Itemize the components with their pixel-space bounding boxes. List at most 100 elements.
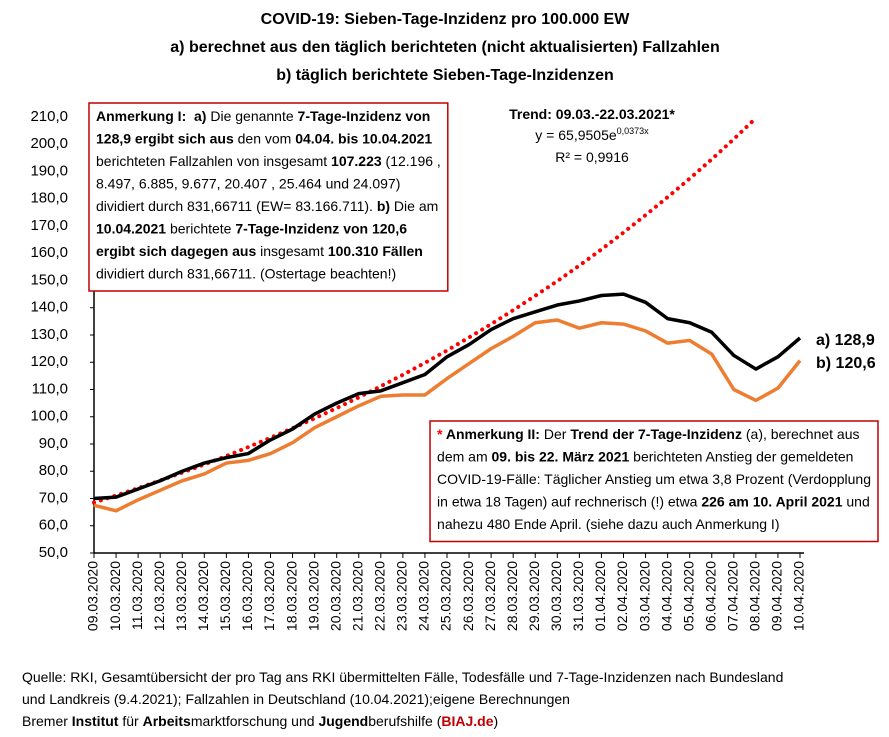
y-tick-label: 50,0 [39, 544, 68, 561]
x-tick-label: 26.03.2020 [460, 561, 476, 631]
text-run: 10.04.2021 [96, 221, 166, 237]
equation-exponent: 0,0373x [617, 126, 650, 136]
text-run: (12.196 , [382, 153, 441, 169]
y-tick-label: 100,0 [30, 408, 68, 425]
trend-equation: y = 65,9505e0,0373x [535, 126, 649, 143]
series-line [92, 116, 758, 505]
x-tick-label: 20.03.2020 [327, 561, 343, 631]
text-run: in etwa 18 Tagen) auf rechnerisch (!) et… [437, 494, 701, 510]
x-tick-label: 15.03.2020 [217, 561, 233, 631]
x-tick-label: 01.04.2020 [592, 561, 608, 631]
x-tick-label: 03.04.2020 [636, 561, 652, 631]
text-run: ) [494, 713, 499, 729]
text-run: berichteten Fallzahlen von insgesamt [96, 153, 331, 169]
text-run: für [118, 713, 142, 729]
text-run: 04.04. bis 10.04.2021 [295, 131, 432, 147]
annotation-text: 128,9 ergibt sich aus den vom 04.04. bis… [96, 131, 432, 147]
text-run: insgesamt [256, 243, 328, 259]
value-label: a) 128,9 [816, 332, 875, 349]
text-run: Die genannte [206, 108, 297, 124]
annotation-text: 8.497, 6.885, 9.677, 20.407 , 25.464 und… [96, 176, 400, 192]
text-run: b) [377, 198, 390, 214]
y-tick-label: 180,0 [30, 190, 68, 207]
x-tick-label: 25.03.2020 [438, 561, 454, 631]
annotation-box [88, 102, 449, 292]
x-tick-label: 11.03.2020 [129, 561, 145, 630]
x-tick-label: 09.04.2020 [769, 561, 785, 631]
text-run: 7-Tage-Inzidenz von 120,6 [235, 221, 407, 237]
series-line [93, 318, 802, 513]
x-tick-label: 18.03.2020 [283, 561, 299, 631]
text-run: Arbeits [143, 713, 191, 729]
text-run: berichteten Anstieg der gemeldeten [629, 449, 853, 465]
text-run: Der [540, 426, 570, 442]
y-tick-label: 90,0 [39, 435, 68, 452]
x-tick-label: 27.03.2020 [482, 561, 498, 631]
text-run: dividiert durch 831,66711. (Ostertage be… [96, 266, 396, 282]
text-run: und [843, 494, 870, 510]
text-run: COVID-19-Fälle: Täglicher Anstieg um etw… [437, 471, 871, 487]
y-tick-label: 170,0 [30, 217, 68, 234]
text-run: ergibt sich dagegen aus [96, 243, 256, 259]
x-tick-label: 10.04.2020 [791, 561, 807, 631]
text-run: 7-Tage-Inzidenz von [298, 108, 431, 124]
text-run: berichtete [166, 221, 235, 237]
text-run: Trend der 7-Tage-Inzidenz [570, 426, 742, 442]
text-run: marktforschung und [191, 713, 319, 729]
annotation-text: berichteten Fallzahlen von insgesamt 107… [96, 153, 441, 169]
x-tick-label: 10.03.2020 [107, 561, 123, 631]
text-run: Anmerkung II: [442, 426, 540, 442]
y-tick-label: 200,0 [30, 135, 68, 152]
x-tick-label: 31.03.2020 [570, 561, 586, 631]
text-run: 226 am 10. April 2021 [701, 494, 842, 510]
y-tick-label: 80,0 [39, 462, 68, 479]
text-run: den vom [234, 131, 295, 147]
y-tick-label: 70,0 [39, 489, 68, 506]
trend-r2: R² = 0,9916 [555, 149, 629, 165]
x-tick-label: 22.03.2020 [372, 561, 388, 631]
text-run: dem am [437, 449, 491, 465]
text-run: 107.223 [331, 153, 382, 169]
annotation-text: dem am 09. bis 22. März 2021 berichteten… [437, 449, 853, 465]
x-tick-label: 30.03.2020 [548, 561, 564, 631]
text-run: 128,9 ergibt sich aus [96, 131, 234, 147]
x-tick-label: 06.04.2020 [702, 561, 718, 631]
y-tick-label: 130,0 [30, 326, 68, 343]
series-line [93, 292, 802, 501]
x-tick-label: 23.03.2020 [394, 561, 410, 631]
text-run: und Landkreis (9.4.2021); Fallzahlen in … [22, 691, 570, 707]
text-run: Jugend [318, 713, 368, 729]
annotation-text: * Anmerkung II: Der Trend der 7-Tage-Inz… [437, 426, 859, 442]
y-tick-label: 140,0 [30, 299, 68, 316]
text-run: nahezu 480 Ende April. (siehe dazu auch … [437, 516, 779, 532]
annotation-text: COVID-19-Fälle: Täglicher Anstieg um etw… [437, 471, 871, 487]
text-run: (a), berechnet aus [742, 426, 860, 442]
text-run: Bremer [22, 713, 72, 729]
annotation-text: dividiert durch 831,66711 (EW= 83.166.71… [96, 198, 438, 214]
value-label: b) 120,6 [816, 355, 876, 372]
annotation-text: dividiert durch 831,66711. (Ostertage be… [96, 266, 396, 282]
x-tick-label: 12.03.2020 [151, 561, 167, 631]
x-tick-label: 07.04.2020 [725, 561, 741, 631]
x-tick-label: 16.03.2020 [239, 561, 255, 631]
y-tick-label: 160,0 [30, 244, 68, 261]
x-tick-label: 17.03.2020 [261, 561, 277, 631]
text-run: BIAJ.de [441, 713, 493, 729]
annotation-box [429, 420, 879, 543]
x-tick-label: 05.04.2020 [680, 561, 696, 631]
annotation-text: 10.04.2021 berichtete 7-Tage-Inzidenz vo… [96, 221, 407, 237]
text-run: 09. bis 22. März 2021 [492, 449, 630, 465]
x-tick-label: 28.03.2020 [504, 561, 520, 631]
x-tick-label: 21.03.2020 [349, 561, 365, 631]
annotation-text: in etwa 18 Tagen) auf rechnerisch (!) et… [437, 494, 870, 510]
annotation-text: nahezu 480 Ende April. (siehe dazu auch … [437, 516, 779, 532]
y-tick-label: 60,0 [39, 517, 68, 534]
trend-label: Trend: 09.03.-22.03.2021* [509, 106, 675, 122]
text-run: 8.497, 6.885, 9.677, 20.407 , 25.464 und… [96, 176, 400, 192]
x-tick-label: 13.03.2020 [173, 561, 189, 631]
text-run: Anmerkung I: a) [96, 108, 206, 124]
chart-title: COVID-19: Sieben-Tage-Inzidenz pro 100.0… [261, 11, 631, 28]
source-text: Bremer Institut für Arbeitsmarktforschun… [22, 713, 498, 729]
